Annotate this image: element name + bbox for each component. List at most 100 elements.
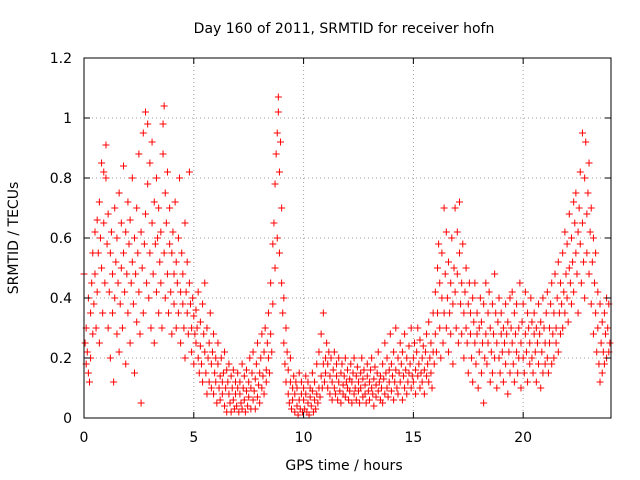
data-point <box>223 366 231 374</box>
data-point <box>328 378 336 386</box>
data-point <box>420 390 428 398</box>
data-point <box>104 210 112 218</box>
data-point <box>178 249 186 257</box>
data-point <box>215 384 223 392</box>
data-point <box>381 339 389 347</box>
data-point <box>323 339 331 347</box>
data-point <box>482 279 490 287</box>
data-point <box>98 159 106 167</box>
data-point <box>452 324 460 332</box>
data-point <box>381 390 389 398</box>
data-point <box>184 330 192 338</box>
data-point <box>575 204 583 212</box>
data-point <box>574 309 582 317</box>
data-point <box>482 330 490 338</box>
data-point <box>382 369 390 377</box>
data-point <box>522 348 530 356</box>
data-point <box>233 402 241 410</box>
data-point <box>284 390 292 398</box>
y-tick-label: 0.8 <box>50 171 72 187</box>
data-point <box>580 258 588 266</box>
data-point <box>552 339 560 347</box>
data-point <box>395 369 403 377</box>
data-point <box>581 294 589 302</box>
data-point <box>516 279 524 287</box>
data-point <box>221 402 229 410</box>
data-point <box>397 360 405 368</box>
data-point <box>173 279 181 287</box>
data-point <box>252 360 260 368</box>
data-point <box>352 396 360 404</box>
data-point <box>502 300 510 308</box>
data-point <box>291 390 299 398</box>
data-point <box>474 384 482 392</box>
data-point <box>93 288 101 296</box>
data-point <box>410 339 418 347</box>
data-point <box>285 399 293 407</box>
data-point <box>100 219 108 227</box>
data-point <box>488 369 496 377</box>
data-point <box>497 309 505 317</box>
data-point <box>291 408 299 416</box>
data-point <box>535 360 543 368</box>
data-point <box>112 258 120 266</box>
data-point <box>430 360 438 368</box>
data-point <box>396 378 404 386</box>
data-point <box>379 360 387 368</box>
data-point <box>556 330 564 338</box>
data-point <box>161 189 169 197</box>
data-point <box>544 369 552 377</box>
data-point <box>87 309 95 317</box>
data-point <box>392 366 400 374</box>
data-point <box>147 324 155 332</box>
data-point <box>300 396 308 404</box>
data-point <box>503 330 511 338</box>
data-point <box>421 348 429 356</box>
data-point <box>192 306 200 314</box>
data-point <box>519 354 527 362</box>
data-point <box>120 249 128 257</box>
data-point <box>193 324 201 332</box>
data-point <box>532 324 540 332</box>
data-point <box>269 240 277 248</box>
data-point <box>483 360 491 368</box>
data-point <box>457 300 465 308</box>
axis-ticks: 0 5 10 15 20 0 0.2 0.4 0.6 0.8 1 1.2 <box>50 51 611 446</box>
data-point <box>273 129 281 137</box>
data-point <box>513 348 521 356</box>
data-point <box>556 279 564 287</box>
data-point <box>224 378 232 386</box>
data-point <box>396 339 404 347</box>
data-point <box>170 300 178 308</box>
data-point <box>260 348 268 356</box>
data-point <box>180 324 188 332</box>
data-point <box>393 384 401 392</box>
data-point <box>165 309 173 317</box>
data-point <box>385 366 393 374</box>
data-point <box>95 339 103 347</box>
data-point <box>250 387 258 395</box>
data-point <box>313 390 321 398</box>
data-point <box>258 330 266 338</box>
data-point <box>561 309 569 317</box>
data-point <box>597 339 605 347</box>
data-point <box>162 219 170 227</box>
data-point <box>145 294 153 302</box>
data-point <box>128 174 136 182</box>
data-point <box>543 288 551 296</box>
data-point <box>488 300 496 308</box>
data-point <box>344 366 351 374</box>
data-point <box>348 378 356 386</box>
data-point <box>552 324 560 332</box>
data-point <box>538 348 546 356</box>
data-points <box>80 93 614 419</box>
data-point <box>179 300 187 308</box>
data-point <box>360 366 368 374</box>
data-point <box>347 360 355 368</box>
data-point <box>201 279 209 287</box>
data-point <box>186 300 194 308</box>
data-point <box>341 393 349 401</box>
data-point <box>453 270 461 278</box>
data-point <box>202 369 210 377</box>
data-point <box>195 369 203 377</box>
